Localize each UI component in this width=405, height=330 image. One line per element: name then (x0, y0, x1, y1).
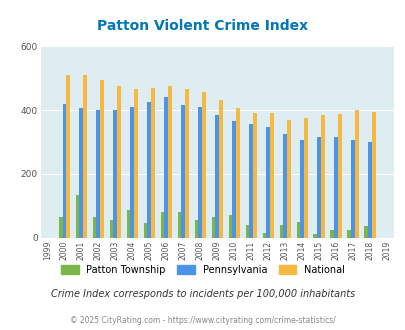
Bar (66, 75, 70, 238)
Bar (330, 230, 333, 238)
Bar (300, 140, 303, 238)
Bar (185, 89, 188, 238)
Bar (266, 127, 269, 238)
Bar (134, 89, 138, 238)
Bar (367, 142, 371, 238)
Bar (164, 97, 168, 238)
Bar (245, 225, 249, 238)
Bar (303, 118, 307, 238)
Bar (202, 92, 205, 238)
Bar (130, 107, 134, 238)
Bar (354, 110, 358, 238)
Bar (350, 140, 354, 238)
Bar (181, 105, 185, 238)
Bar (100, 80, 104, 238)
Bar (113, 110, 117, 238)
Bar (313, 234, 316, 238)
Bar (320, 115, 324, 238)
Bar (286, 120, 290, 238)
Bar (333, 137, 337, 238)
Text: © 2025 CityRating.com - https://www.cityrating.com/crime-statistics/: © 2025 CityRating.com - https://www.city… (70, 316, 335, 325)
Bar (109, 220, 113, 238)
Bar (168, 86, 171, 238)
Bar (117, 86, 121, 238)
Bar (269, 113, 273, 238)
Text: Patton Violent Crime Index: Patton Violent Crime Index (97, 19, 308, 33)
Bar (83, 75, 87, 238)
Text: Crime Index corresponds to incidents per 100,000 inhabitants: Crime Index corresponds to incidents per… (51, 289, 354, 299)
Bar (194, 220, 198, 238)
Bar (151, 88, 154, 238)
Bar (364, 226, 367, 238)
Bar (160, 212, 164, 238)
Bar (337, 114, 341, 238)
Bar (76, 194, 79, 238)
Bar (177, 212, 181, 238)
Bar (283, 134, 286, 238)
Bar (79, 108, 83, 238)
Bar (296, 222, 300, 238)
Bar (126, 211, 130, 238)
Bar (371, 112, 375, 238)
Legend: Patton Township, Pennsylvania, National: Patton Township, Pennsylvania, National (58, 262, 347, 278)
Bar (347, 230, 350, 238)
Bar (143, 223, 147, 238)
Bar (249, 124, 252, 238)
Bar (215, 115, 219, 238)
Bar (228, 215, 232, 238)
Bar (262, 233, 266, 238)
Bar (232, 121, 235, 238)
Bar (211, 217, 215, 238)
Bar (198, 107, 202, 238)
Bar (219, 100, 222, 238)
Bar (316, 137, 320, 238)
Bar (147, 102, 151, 238)
Bar (62, 104, 66, 238)
Bar (59, 217, 62, 238)
Bar (279, 225, 283, 238)
Bar (252, 113, 256, 238)
Bar (96, 110, 100, 238)
Bar (235, 108, 239, 238)
Bar (92, 217, 96, 238)
